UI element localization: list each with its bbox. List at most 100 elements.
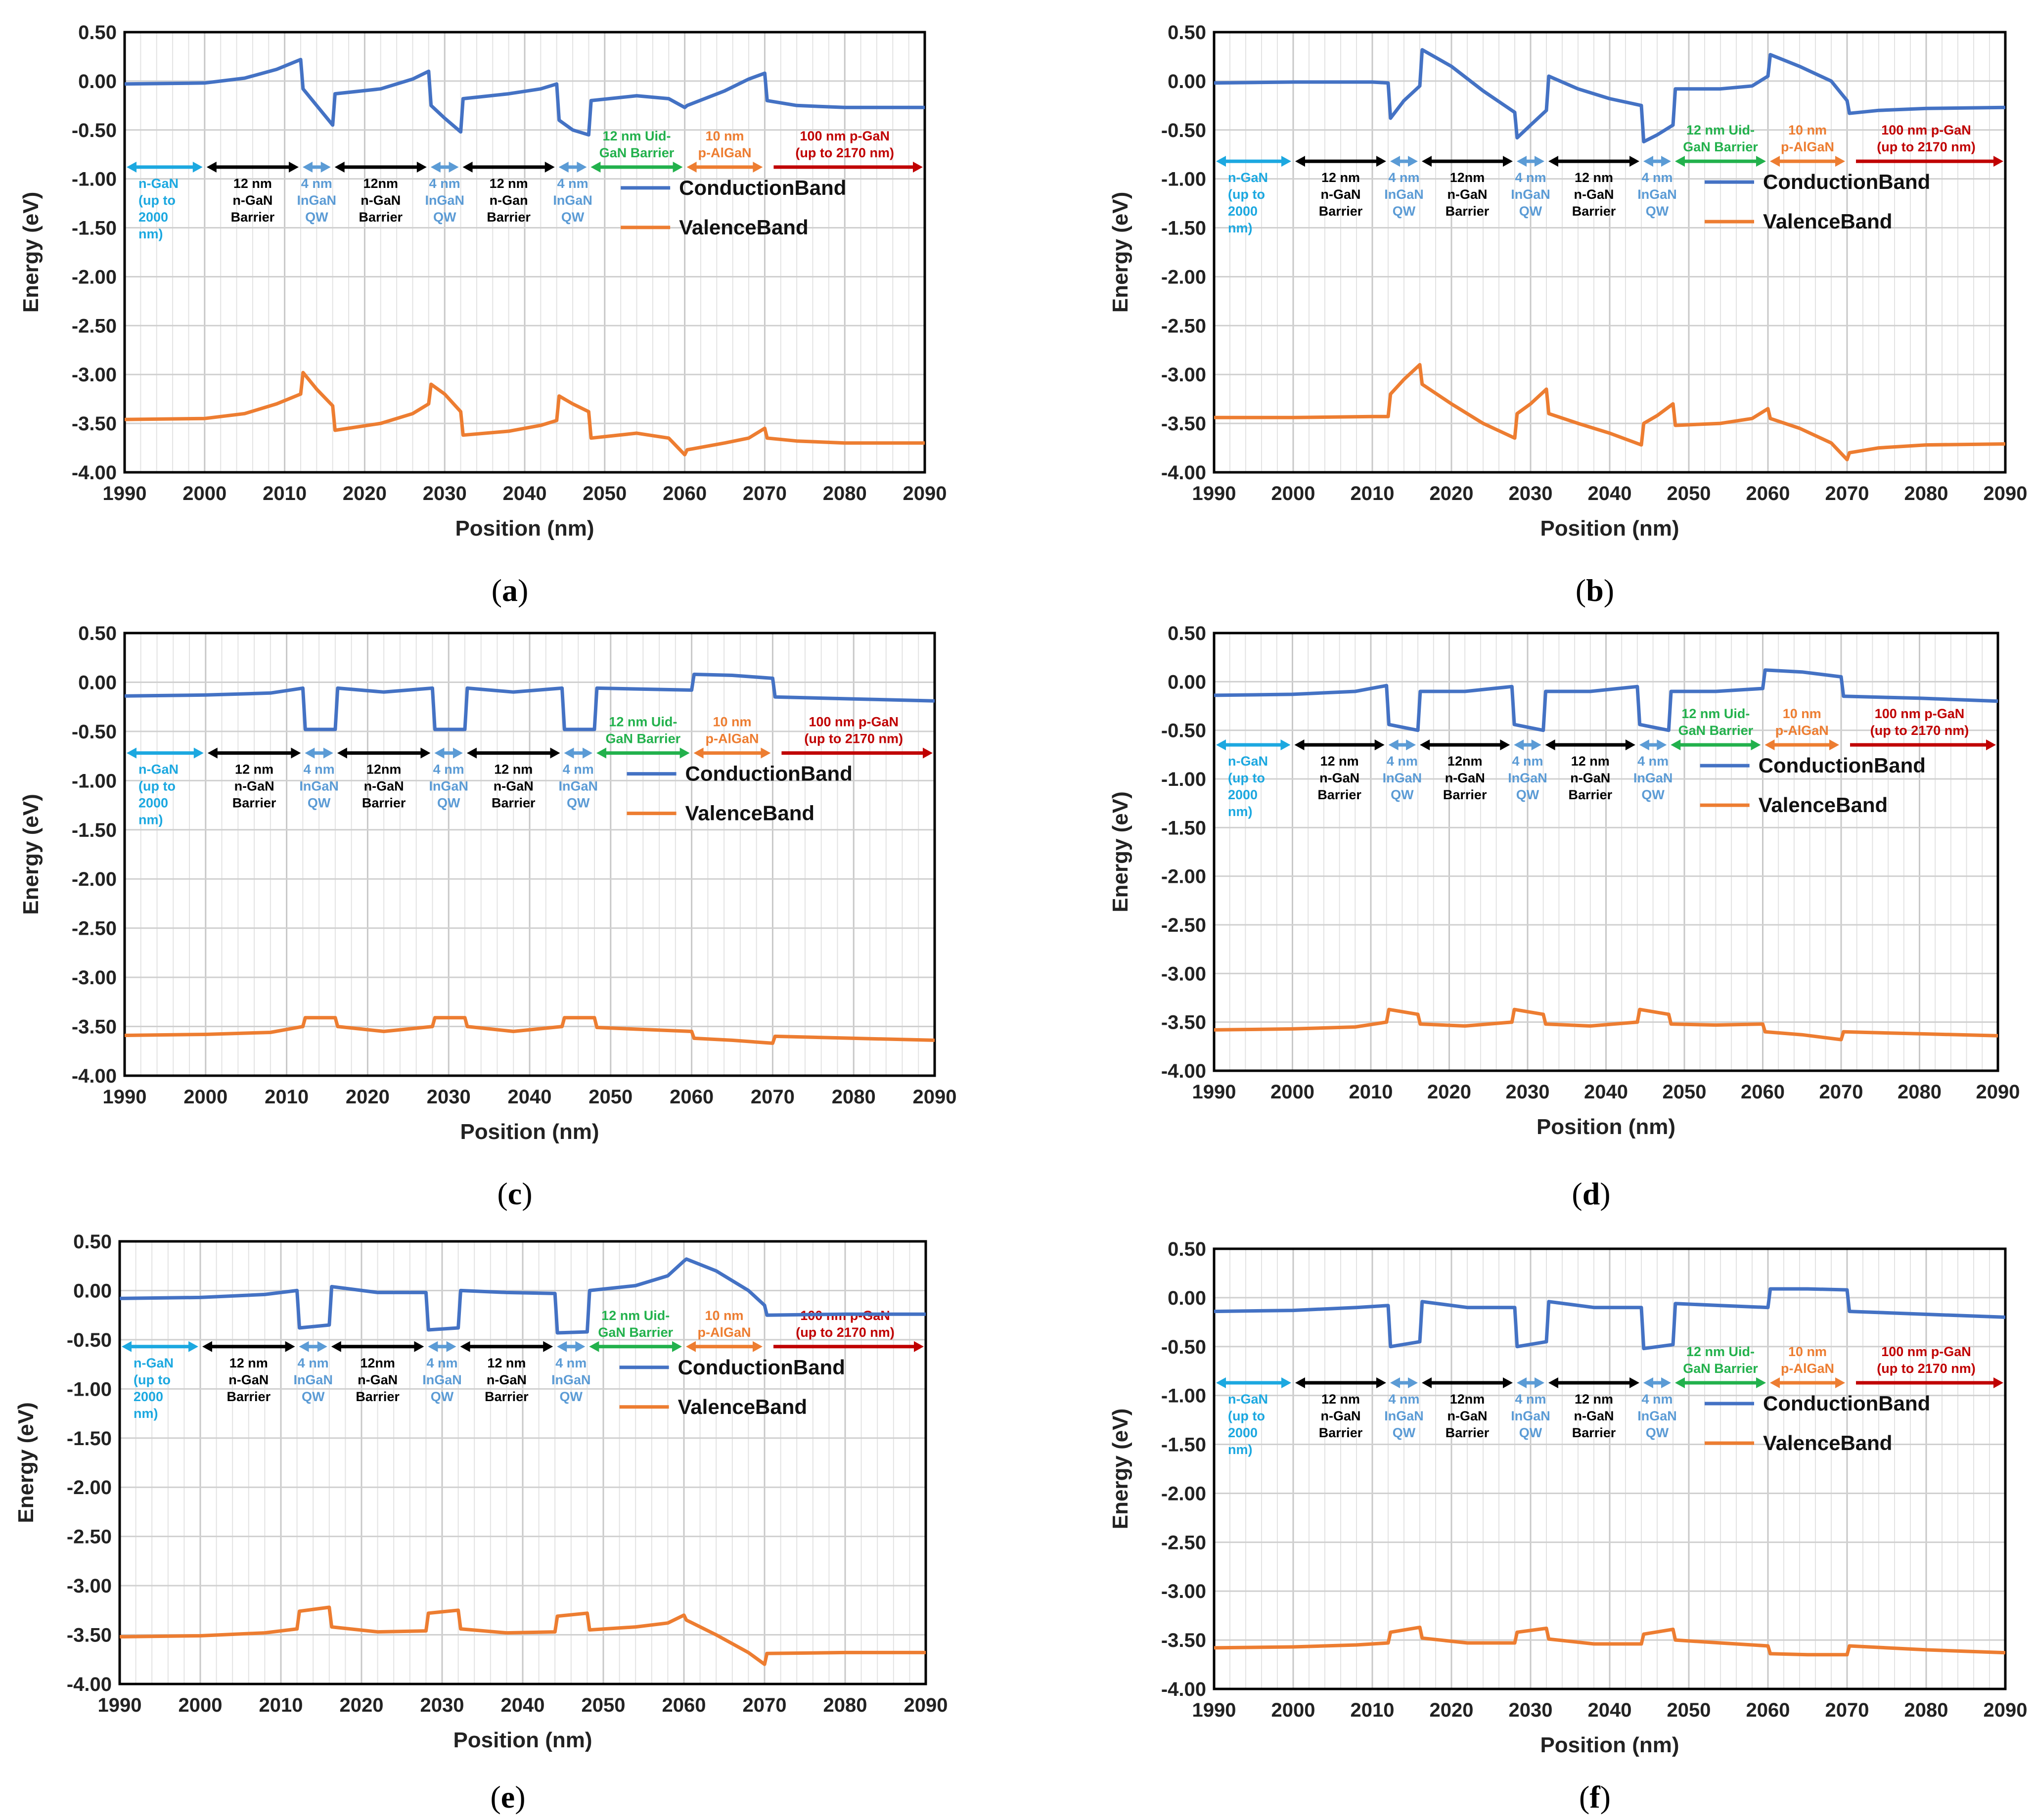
- y-tick-label: -3.00: [72, 967, 117, 989]
- layer-label-b3: Barrier: [1572, 204, 1616, 219]
- arrow-head-right: [1281, 1377, 1291, 1388]
- x-tick-label: 2070: [1819, 1081, 1863, 1103]
- layer-label-palgan: 10 nm: [1788, 123, 1827, 137]
- layer-label-ngan: nm): [1228, 221, 1253, 235]
- arrow-head-left: [557, 1341, 567, 1352]
- x-tick-label: 2000: [182, 483, 226, 504]
- x-tick-label: 2090: [903, 483, 947, 504]
- x-tick-label: 2000: [179, 1694, 223, 1716]
- y-tick-label: -3.00: [1161, 963, 1206, 985]
- layer-label-qw1: QW: [1393, 1425, 1416, 1440]
- x-tick-label: 2010: [263, 483, 307, 504]
- layer-label-b1: n-GaN: [234, 779, 274, 794]
- arrow-head-right: [673, 161, 683, 173]
- x-tick-label: 2010: [1351, 1699, 1395, 1721]
- x-tick-label: 2070: [1825, 1699, 1869, 1721]
- layer-label-qw1: 4 nm: [1388, 170, 1419, 185]
- arrow-head-left: [589, 1341, 599, 1352]
- x-tick-label: 1990: [1192, 1699, 1236, 1721]
- x-tick-label: 2080: [1898, 1081, 1942, 1103]
- layer-label-qw2: InGaN: [1508, 771, 1547, 785]
- layer-label-ngan: (up to: [1228, 771, 1265, 785]
- panel-c: 0.50 0.00 -0.50 -1.00 -1.50 -2.00 -2.50 -3.00 -3…: [19, 623, 956, 1211]
- layer-label-ngan: nm): [134, 1406, 158, 1421]
- arrow-head-left: [299, 1341, 309, 1352]
- y-tick-label: -2.00: [72, 868, 117, 890]
- layer-label-qw1: 4 nm: [1387, 754, 1418, 769]
- arrow-head-right: [1751, 739, 1761, 751]
- x-tick-label: 2050: [583, 483, 627, 504]
- layer-label-b3: n-GaN: [487, 1372, 527, 1387]
- arrow-head-right: [452, 747, 463, 759]
- layer-label-uid: 12 nm Uid-: [609, 715, 677, 729]
- arrow-head-left: [1295, 1377, 1305, 1388]
- layer-label-palgan: 10 nm: [705, 1308, 743, 1323]
- arrow-head-left: [305, 747, 315, 759]
- arrow-head-right: [1535, 156, 1544, 167]
- layer-label-ngan: 2000: [1228, 1425, 1258, 1440]
- arrow-head-right: [914, 1341, 924, 1352]
- legend-label-ConductionBand: ConductionBand: [1763, 1392, 1930, 1415]
- x-axis-title: Position (nm): [1540, 516, 1679, 541]
- layer-label-b1: n-GaN: [228, 1372, 269, 1387]
- y-tick-label: -0.50: [67, 1329, 112, 1351]
- arrow-head-left: [1517, 1377, 1527, 1388]
- x-tick-label: 2020: [340, 1694, 384, 1716]
- layer-label-b1: Barrier: [232, 796, 276, 811]
- y-tick-label: -1.00: [67, 1378, 112, 1400]
- y-tick-label: -3.00: [1161, 364, 1206, 386]
- arrow-head-right: [1829, 739, 1839, 751]
- layer-label-qw1: QW: [302, 1389, 325, 1404]
- layer-label-b3: n-GaN: [494, 779, 534, 794]
- x-tick-label: 2090: [913, 1086, 957, 1108]
- layer-label-uid: GaN Barrier: [606, 731, 681, 746]
- arrow-head-right: [1756, 156, 1766, 167]
- series-line-ConductionBand: [119, 1257, 926, 1335]
- layer-label-pgan: 100 nm p-GaN: [800, 129, 890, 143]
- x-tick-label: 2020: [1430, 483, 1474, 504]
- y-tick-label: 0.50: [73, 1231, 112, 1253]
- layer-label-b1: Barrier: [1319, 1425, 1363, 1440]
- y-tick-label: -0.50: [72, 721, 117, 743]
- x-axis-title: Position (nm): [1537, 1115, 1675, 1139]
- arrow-head-left: [1517, 156, 1527, 167]
- arrow-head-right: [323, 747, 333, 759]
- arrow-head-left: [127, 161, 136, 173]
- arrow-head-right: [291, 747, 301, 759]
- plot-frame: [118, 1240, 927, 1685]
- arrow-head-left: [1216, 1377, 1226, 1388]
- layer-label-qw2: InGaN: [1511, 187, 1550, 202]
- arrow-head-left: [1548, 156, 1558, 167]
- arrow-head-left: [434, 747, 445, 759]
- layer-label-b2: n-GaN: [1445, 771, 1485, 785]
- y-tick-label: -1.50: [72, 819, 117, 841]
- layer-label-ngan: nm): [138, 813, 163, 827]
- arrow-head-right: [753, 1341, 763, 1352]
- arrow-head-left: [1294, 739, 1305, 751]
- y-tick-label: -1.50: [72, 218, 117, 239]
- series-line-ConductionBand: [124, 673, 935, 731]
- arrow-head-right: [1503, 1377, 1513, 1388]
- x-tick-label: 2050: [582, 1694, 626, 1716]
- layer-label-pgan: 100 nm p-GaN: [1881, 123, 1971, 137]
- arrow-head-right: [192, 161, 203, 173]
- layer-label-b3: n-GaN: [1570, 771, 1610, 785]
- layer-label-qw2: 4 nm: [1515, 170, 1546, 185]
- arrow-head-right: [1376, 1377, 1386, 1388]
- layer-label-qw2: QW: [437, 796, 460, 811]
- caption-letter: c: [508, 1176, 522, 1211]
- layer-label-ngan: n-GaN: [1228, 170, 1268, 185]
- layer-label-b3: Barrier: [485, 1389, 529, 1404]
- y-tick-label: -4.00: [67, 1674, 112, 1695]
- y-tick-label: 0.00: [78, 672, 117, 693]
- x-tick-label: 2060: [670, 1086, 714, 1108]
- arrow-head-left: [1643, 1377, 1653, 1388]
- arrow-head-left: [686, 1341, 696, 1352]
- caption-letter: e: [501, 1779, 515, 1815]
- layer-label-b3: n-GaN: [1574, 187, 1614, 202]
- arrow-head-right: [1657, 739, 1667, 751]
- series-line-ValenceBand: [119, 1605, 926, 1666]
- layer-label-palgan: p-AlGaN: [1781, 1361, 1834, 1376]
- layer-label-qw2: QW: [433, 210, 456, 225]
- layer-label-pgan: (up to 2170 nm): [795, 145, 894, 160]
